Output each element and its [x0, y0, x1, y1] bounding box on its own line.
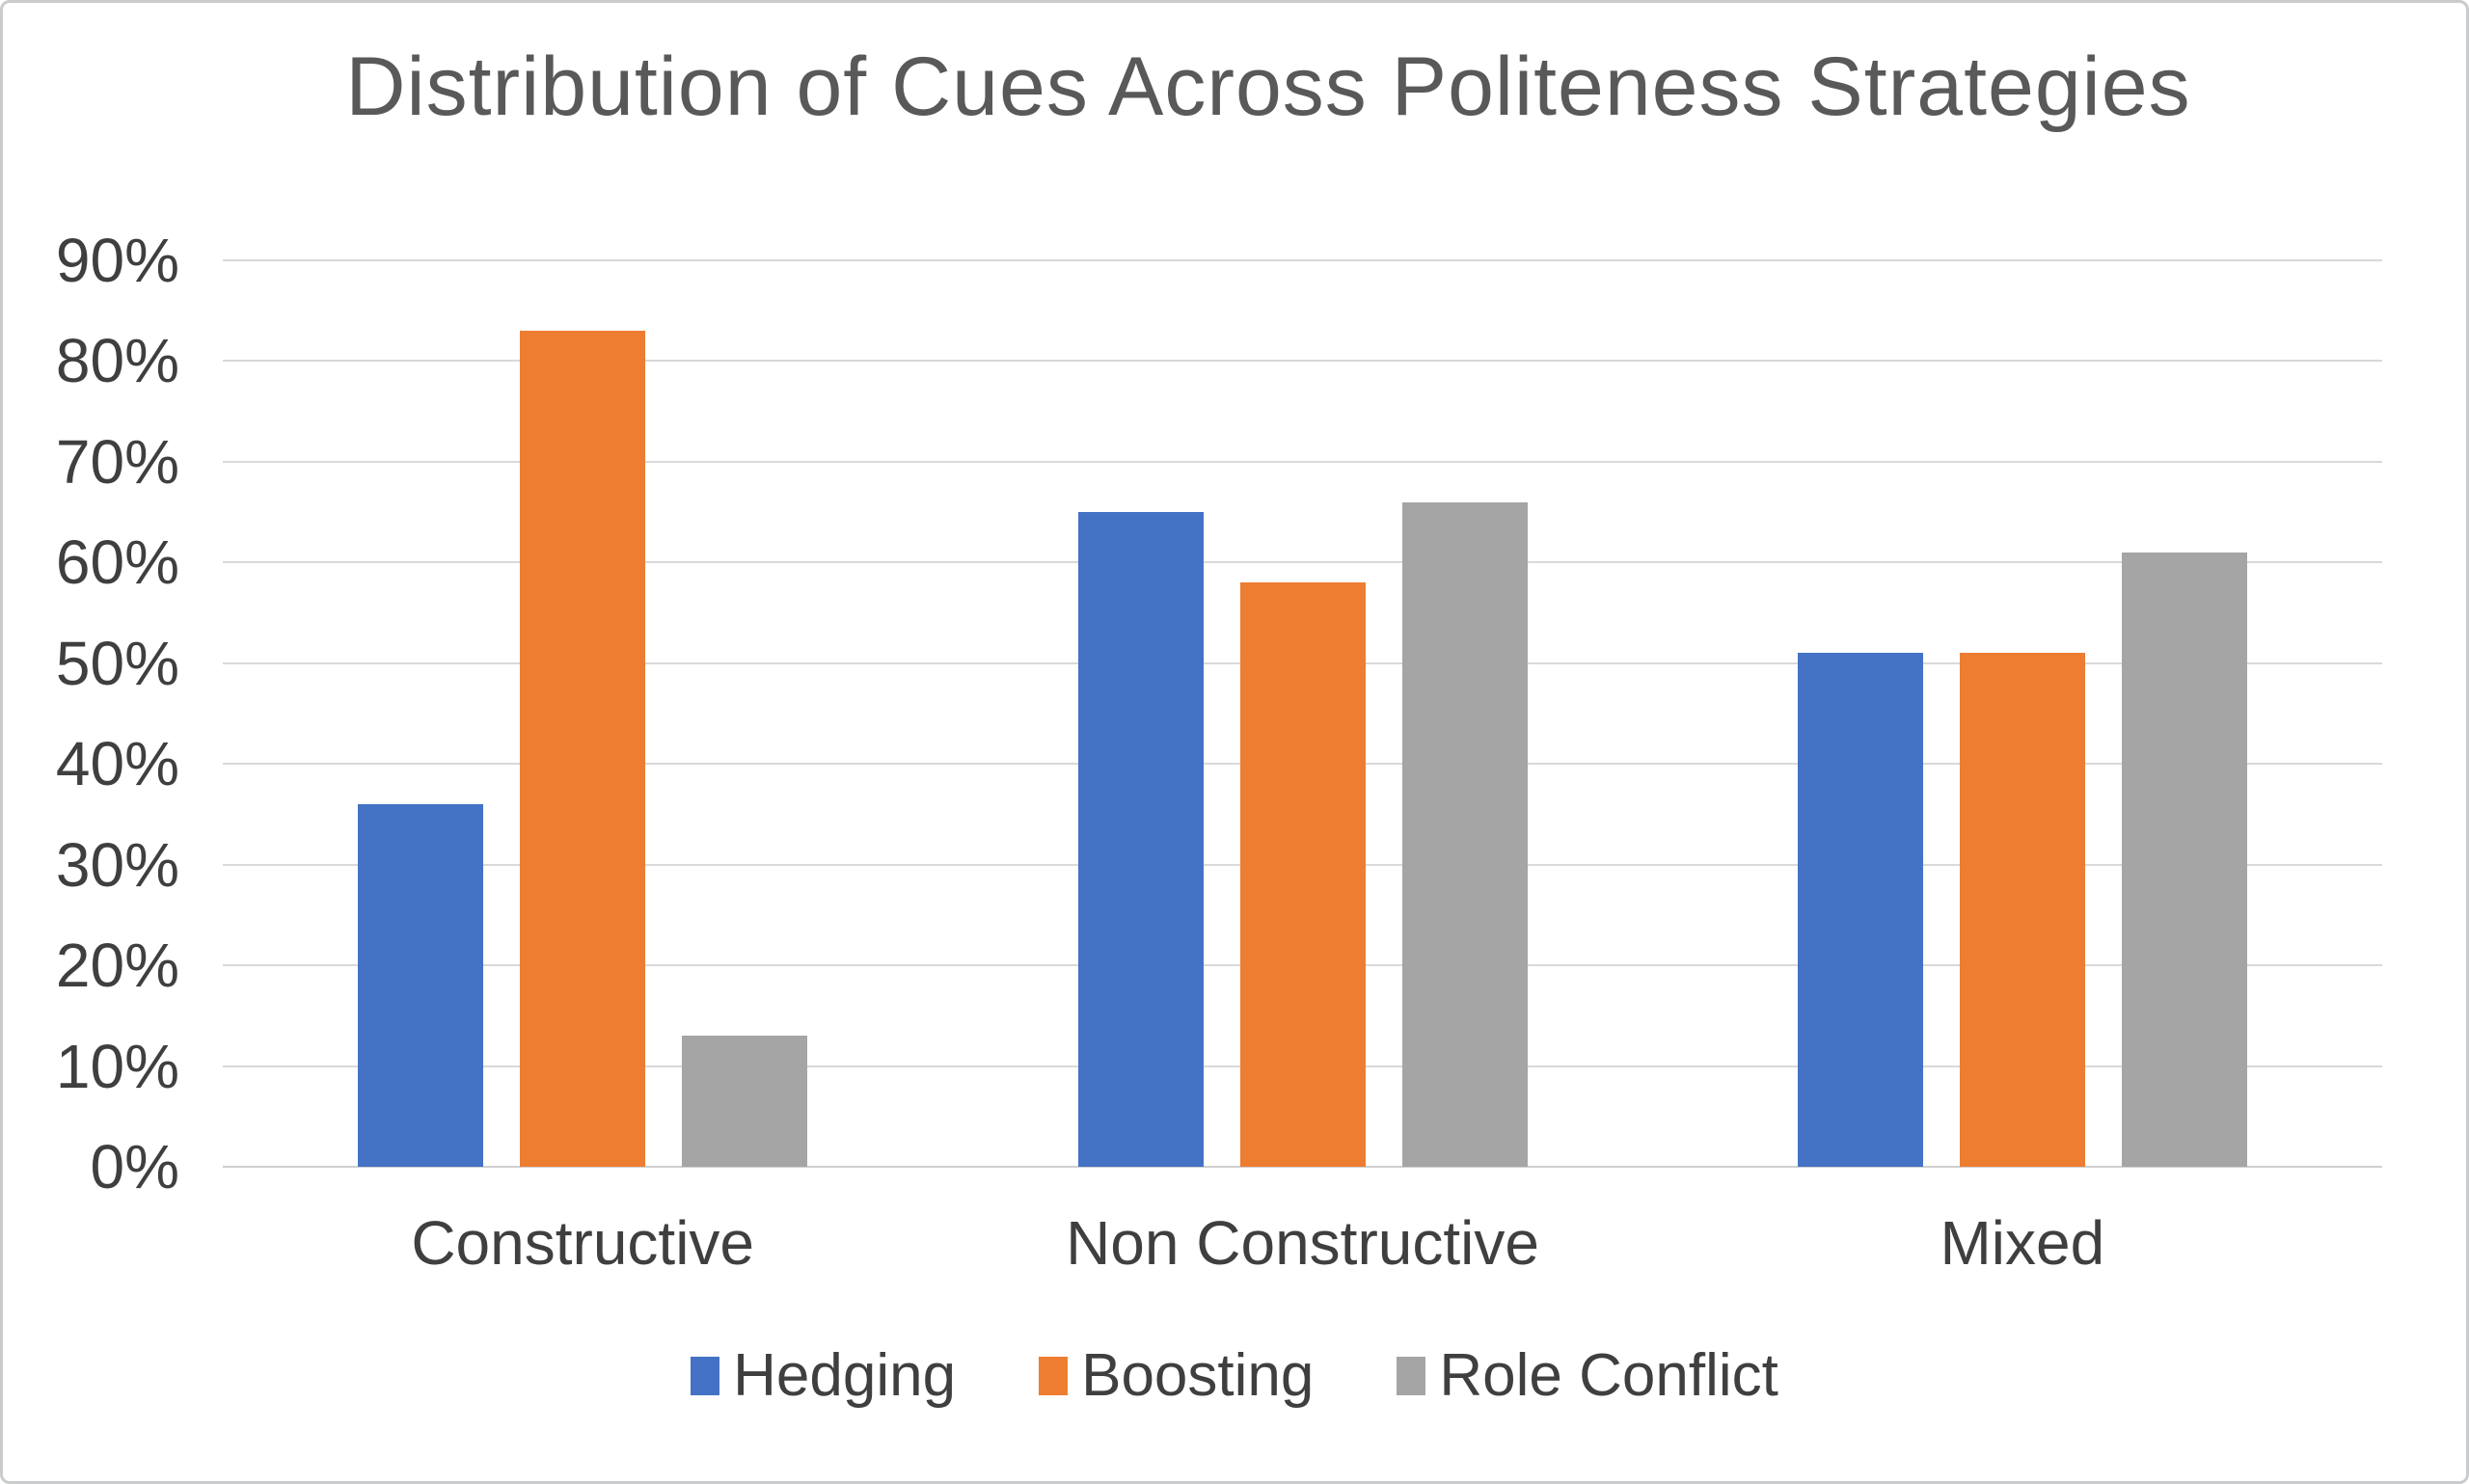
chart-title: Distribution of Cues Across Politeness S…: [345, 40, 2191, 133]
y-tick-label-20: 20%: [55, 931, 179, 1001]
y-tick-label-80: 80%: [55, 326, 179, 396]
plot-area: 0% 10% 20% 30% 40% 50% 60% 70% 80% 90% Constructi…: [3, 3, 2466, 1481]
gridline-0: [223, 1166, 2382, 1168]
legend-label: Role Conflict: [1439, 1342, 1778, 1409]
y-tick-label-40: 40%: [55, 729, 179, 799]
gridline-80: [223, 360, 2382, 363]
legend-swatch-icon: [1397, 1356, 1426, 1395]
x-category-label-constructive: Constructive: [411, 1208, 754, 1278]
bar-boosting-non-constructive: [1239, 582, 1366, 1167]
legend-item-hedging: Hedging: [691, 1341, 956, 1410]
bar-hedging-mixed: [1797, 653, 1923, 1167]
bar-hedging-constructive: [358, 804, 484, 1167]
x-category-label-mixed: Mixed: [1940, 1208, 2105, 1278]
legend-label: Boosting: [1081, 1342, 1315, 1409]
y-tick-label-60: 60%: [55, 527, 179, 598]
bar-hedging-non-constructive: [1077, 512, 1204, 1167]
bar-role-conflict-non-constructive: [1401, 501, 1528, 1167]
bar-role-conflict-mixed: [2121, 552, 2247, 1167]
x-category-label-non-constructive: Non Constructive: [1066, 1208, 1539, 1278]
y-tick-label-0: 0%: [90, 1132, 180, 1201]
bar-boosting-mixed: [1959, 653, 2085, 1167]
gridline-60: [223, 561, 2382, 564]
y-tick-label-10: 10%: [55, 1031, 179, 1101]
gridline-90: [223, 259, 2382, 261]
y-tick-label-50: 50%: [55, 628, 179, 698]
bar-boosting-constructive: [520, 331, 646, 1167]
y-tick-label-30: 30%: [55, 829, 179, 900]
bar-role-conflict-constructive: [682, 1036, 808, 1167]
gridline-70: [223, 460, 2382, 463]
y-tick-label-70: 70%: [55, 426, 179, 497]
legend-swatch-icon: [1039, 1356, 1069, 1395]
legend-swatch-icon: [691, 1356, 720, 1395]
legend-item-boosting: Boosting: [1039, 1341, 1314, 1410]
y-tick-label-90: 90%: [55, 226, 179, 295]
legend-label: Hedging: [733, 1342, 957, 1409]
legend-item-role-conflict: Role Conflict: [1397, 1341, 1778, 1410]
legend: Hedging Boosting Role Conflict: [3, 1341, 2466, 1410]
